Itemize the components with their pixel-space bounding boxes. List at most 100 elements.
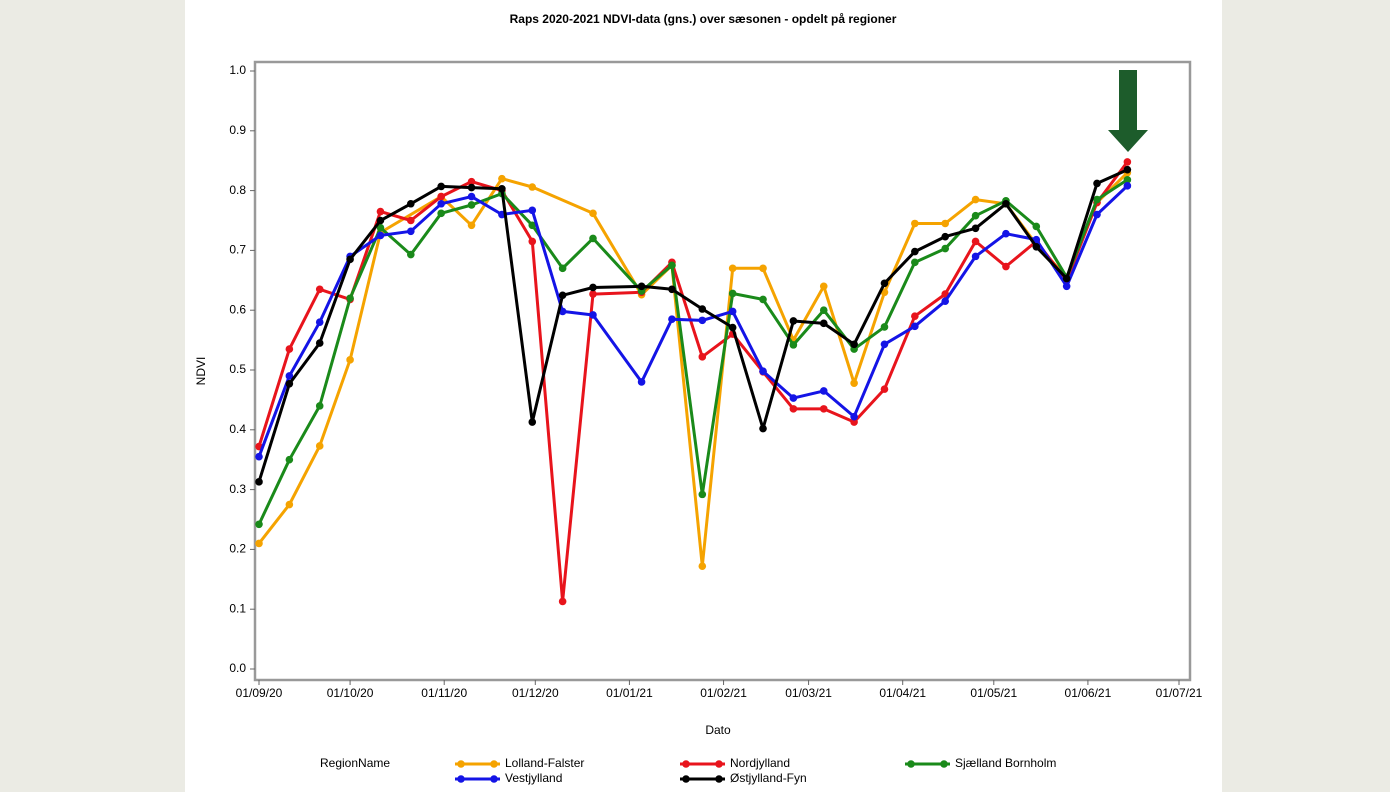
data-point <box>789 394 798 402</box>
data-point <box>819 387 828 395</box>
data-point <box>407 199 415 208</box>
data-point <box>971 211 980 220</box>
data-point <box>880 385 889 393</box>
data-point <box>589 209 597 218</box>
x-tick-label: 01/11/20 <box>421 686 467 700</box>
data-point <box>850 340 858 349</box>
data-point <box>789 405 798 413</box>
data-point <box>285 455 294 464</box>
data-point <box>285 379 294 388</box>
data-point <box>1062 282 1071 291</box>
y-axis-label: NDVI <box>194 357 208 386</box>
legend-marker <box>457 775 465 783</box>
data-point <box>819 405 828 413</box>
data-point <box>376 231 385 240</box>
data-point <box>255 539 263 548</box>
data-point <box>850 418 858 426</box>
y-tick-label: 0.1 <box>229 601 246 615</box>
data-point <box>668 261 676 270</box>
data-point <box>698 562 707 570</box>
data-point <box>1093 179 1101 188</box>
data-point <box>285 345 294 353</box>
data-point <box>346 255 354 264</box>
data-point <box>558 597 567 606</box>
x-tick-label: 01/01/21 <box>606 686 653 700</box>
data-point <box>911 322 919 331</box>
y-tick-label: 0.5 <box>229 362 246 376</box>
data-point <box>728 323 737 332</box>
legend-marker <box>715 775 723 783</box>
data-point <box>1123 176 1132 184</box>
data-point <box>880 323 889 331</box>
data-point <box>759 424 767 433</box>
data-point <box>759 367 767 375</box>
x-tick-label: 01/12/20 <box>512 686 559 700</box>
data-point <box>255 478 263 486</box>
data-point <box>255 452 263 461</box>
data-point <box>528 418 537 426</box>
data-point <box>407 227 415 236</box>
data-point <box>437 199 445 208</box>
data-point <box>1062 274 1071 283</box>
data-point <box>407 250 415 259</box>
data-point <box>467 221 476 230</box>
data-point <box>376 216 385 225</box>
data-point <box>467 192 476 201</box>
x-tick-label: 01/07/21 <box>1156 686 1203 700</box>
legend-marker <box>907 760 915 768</box>
x-tick-label: 01/06/21 <box>1065 686 1112 700</box>
data-point <box>971 195 980 204</box>
data-point <box>376 207 385 216</box>
data-point <box>850 379 858 387</box>
legend-label: Lolland-Falster <box>505 756 584 770</box>
x-axis-label: Dato <box>705 723 731 737</box>
legend-label: Nordjylland <box>730 756 790 770</box>
legend-marker <box>682 775 690 783</box>
data-point <box>637 378 646 386</box>
data-point <box>1123 158 1132 166</box>
data-point <box>315 318 324 326</box>
data-point <box>467 201 476 209</box>
data-point <box>558 264 567 273</box>
data-point <box>637 282 646 291</box>
data-point <box>437 209 445 218</box>
data-point <box>1032 222 1041 231</box>
data-point <box>467 177 476 186</box>
x-tick-label: 01/04/21 <box>879 686 926 700</box>
data-point <box>315 442 324 450</box>
data-point <box>668 285 676 294</box>
data-point <box>1093 195 1101 204</box>
data-point <box>698 490 707 499</box>
data-point <box>911 247 919 256</box>
data-point <box>880 279 889 288</box>
data-point <box>759 264 767 273</box>
data-point <box>346 356 354 364</box>
data-point <box>698 305 707 313</box>
legend-label: Sjælland Bornholm <box>955 756 1056 770</box>
data-point <box>498 174 506 183</box>
data-point <box>728 289 737 298</box>
legend-marker <box>682 760 690 768</box>
data-point <box>315 339 324 347</box>
data-point <box>528 183 537 191</box>
legend-marker <box>490 775 498 783</box>
data-point <box>1002 262 1010 271</box>
legend-marker <box>490 760 498 768</box>
data-point <box>589 290 597 298</box>
data-point <box>437 192 445 201</box>
data-point <box>728 307 737 316</box>
y-tick-label: 0.0 <box>229 661 246 675</box>
data-point <box>941 297 950 306</box>
data-point <box>528 237 537 246</box>
data-point <box>789 341 798 349</box>
data-point <box>589 234 597 243</box>
legend-label: Vestjylland <box>505 771 562 785</box>
data-point <box>285 500 294 509</box>
data-point <box>911 219 919 228</box>
data-point <box>971 224 980 233</box>
data-point <box>498 185 506 193</box>
data-point <box>880 340 889 349</box>
data-point <box>255 520 263 529</box>
